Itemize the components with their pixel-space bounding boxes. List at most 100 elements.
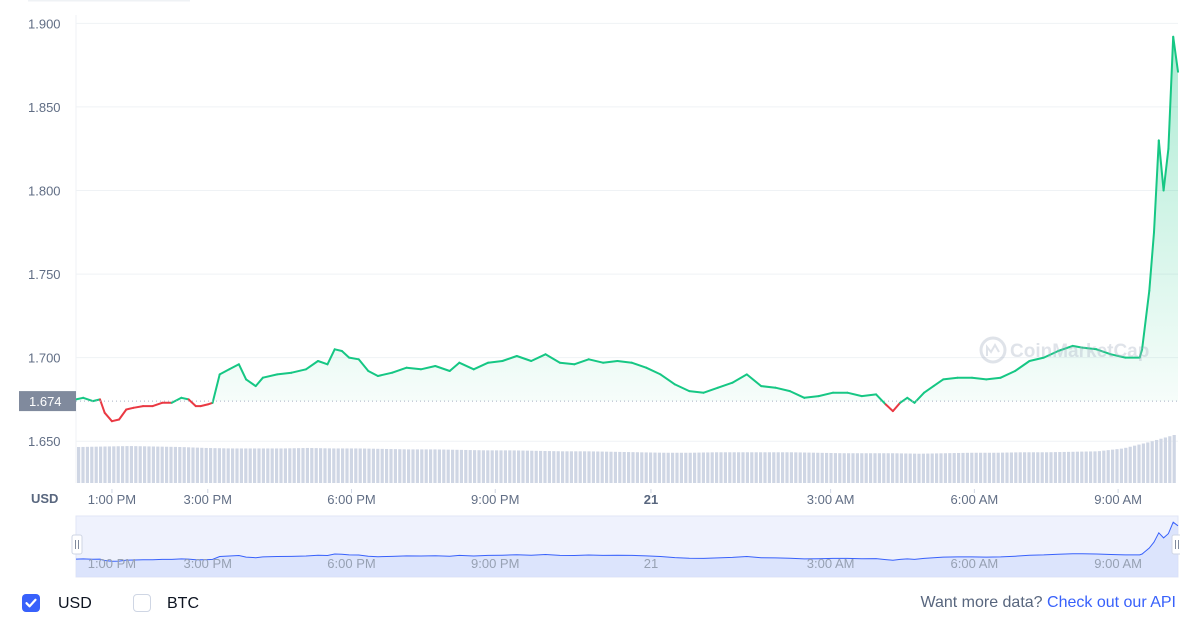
- volume-bar: [1001, 452, 1005, 483]
- price-line-segment: [254, 376, 264, 388]
- price-line-segment: [860, 393, 878, 398]
- volume-bar: [116, 446, 120, 483]
- volume-bar: [1111, 449, 1115, 483]
- volume-bar: [354, 448, 358, 483]
- volume-bar: [719, 452, 723, 483]
- volume-bar: [715, 452, 719, 483]
- volume-bar: [481, 450, 485, 483]
- volume-bar: [495, 450, 499, 483]
- price-line-segment: [1138, 348, 1144, 359]
- volume-bar: [239, 448, 243, 483]
- volume-bar: [789, 452, 793, 483]
- volume-bar: [943, 453, 947, 483]
- volume-bar: [842, 453, 846, 483]
- price-line-segment: [245, 378, 257, 388]
- volume-bar: [921, 453, 925, 483]
- price-line-segment: [745, 373, 763, 388]
- volume-bar: [310, 448, 314, 483]
- volume-bar: [165, 446, 169, 483]
- volume-bar: [574, 451, 578, 483]
- handle-body[interactable]: [1171, 534, 1180, 555]
- navigator-left-handle[interactable]: [71, 534, 83, 555]
- volume-bar: [1036, 452, 1040, 483]
- price-line-segment: [103, 411, 113, 423]
- usd-checkbox[interactable]: [22, 594, 40, 612]
- volume-bar: [882, 453, 886, 483]
- volume-bar: [147, 446, 151, 483]
- volume-bar: [825, 452, 829, 483]
- volume-bar: [767, 452, 771, 483]
- volume-bar: [1067, 451, 1071, 483]
- navigator-right-handle[interactable]: [1171, 534, 1180, 555]
- price-line-segment: [558, 361, 576, 366]
- volume-bar: [486, 450, 490, 483]
- volume-bar: [517, 450, 521, 483]
- price-line-segment: [602, 360, 619, 364]
- price-line-segment: [290, 368, 307, 374]
- price-line-segment: [817, 391, 834, 398]
- handle-body[interactable]: [71, 534, 83, 555]
- volume-bar: [305, 447, 309, 483]
- volume-bar: [706, 452, 710, 483]
- volume-bar: [1045, 452, 1049, 483]
- volume-bar: [156, 446, 160, 483]
- x-tick-label: 1:00 PM: [88, 492, 136, 507]
- x-tick-label: 3:00 PM: [184, 492, 232, 507]
- price-line-segment: [788, 390, 806, 399]
- volume-bar: [107, 446, 111, 483]
- volume-bar: [81, 446, 85, 483]
- price-area-fill: [76, 36, 1178, 402]
- price-line-segment: [333, 348, 343, 352]
- y-tick-label: 1.900: [28, 16, 61, 31]
- volume-bar: [209, 448, 213, 483]
- navigator-tick-label: 21: [644, 556, 658, 571]
- volume-bar: [433, 449, 437, 483]
- volume-bar: [200, 447, 204, 483]
- price-line-segment: [1153, 139, 1160, 234]
- volume-bar: [1115, 449, 1119, 483]
- volume-bar: [314, 448, 318, 483]
- price-line-segment: [82, 396, 94, 403]
- volume-bar: [794, 452, 798, 483]
- volume-bar: [811, 452, 815, 483]
- volume-bar: [833, 453, 837, 483]
- price-line-segment: [717, 381, 734, 389]
- api-link[interactable]: Check out our API: [1047, 594, 1176, 611]
- volume-bar: [424, 449, 428, 483]
- volume-bar: [847, 453, 851, 483]
- volume-bar: [763, 452, 767, 483]
- volume-bar: [1146, 442, 1150, 483]
- volume-bar: [952, 453, 956, 483]
- navigator-tick-label: 9:00 PM: [471, 556, 519, 571]
- price-line-segment: [391, 366, 408, 374]
- coinmarketcap-logo-mark: [986, 342, 1000, 356]
- volume-bar: [231, 448, 235, 483]
- x-tick-label: 9:00 AM: [1094, 492, 1142, 507]
- volume-bar: [442, 449, 446, 483]
- volume-bar: [464, 449, 468, 483]
- price-line-segment: [774, 386, 791, 393]
- price-line-segment: [448, 361, 461, 372]
- volume-bar: [121, 446, 125, 483]
- volume-bar: [649, 452, 653, 483]
- volume-bar: [1009, 452, 1013, 483]
- volume-bar: [253, 448, 257, 483]
- navigator-area: [76, 522, 1178, 577]
- volume-bar: [873, 453, 877, 483]
- volume-bar: [112, 446, 116, 483]
- volume-bar: [1159, 438, 1163, 483]
- volume-bar: [1093, 451, 1097, 483]
- volume-bar: [473, 450, 477, 483]
- volume-bar: [275, 448, 279, 483]
- btc-checkbox[interactable]: [133, 594, 151, 612]
- price-line-segment: [932, 378, 945, 388]
- reference-label-text: 1.674: [29, 394, 62, 409]
- volume-bar: [323, 448, 327, 483]
- volume-bar: [411, 449, 415, 483]
- price-chart[interactable]: 1.900 1.850 1.800 1.750 1.700 1.650 1.674 CoinM…: [0, 0, 1180, 588]
- reference-label-bg: [19, 391, 76, 412]
- volume-bar: [635, 452, 639, 483]
- volume-bar: [455, 449, 459, 483]
- volume-bar: [899, 453, 903, 483]
- volume-bar: [539, 450, 543, 483]
